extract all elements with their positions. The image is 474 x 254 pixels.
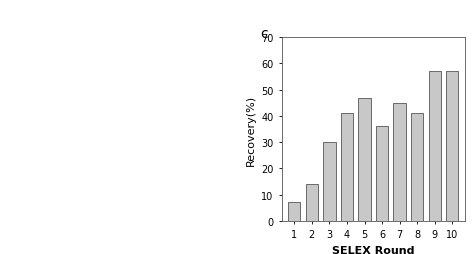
Bar [341,114,353,221]
Bar [428,72,441,221]
Text: c: c [260,27,268,41]
Bar [358,98,371,221]
Bar [376,127,388,221]
Bar [288,203,301,221]
Bar [306,184,318,221]
X-axis label: SELEX Round: SELEX Round [332,245,415,254]
Bar [446,72,458,221]
Bar [323,142,336,221]
Bar [393,103,406,221]
Y-axis label: Recovery(%): Recovery(%) [246,94,256,165]
Bar [411,114,423,221]
